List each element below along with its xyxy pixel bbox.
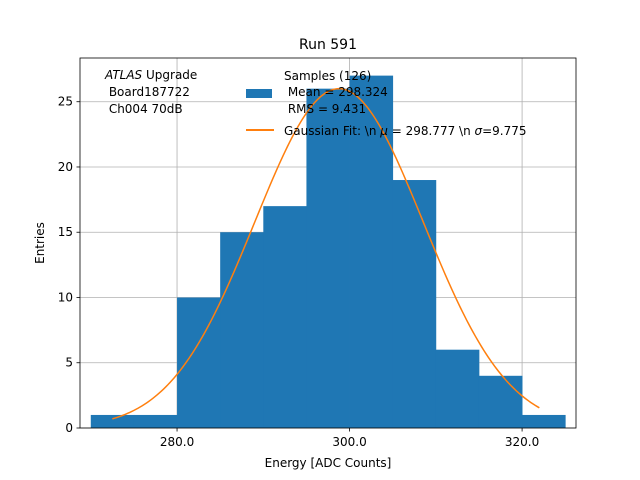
histogram-bar bbox=[90, 414, 135, 428]
legend-fit: Gaussian Fit: \n μ = 298.777 \n σ=9.775 bbox=[284, 124, 527, 138]
y-tick-label: 0 bbox=[65, 421, 73, 435]
x-tick-label: 320.0 bbox=[505, 435, 539, 449]
y-tick-label: 10 bbox=[58, 290, 73, 304]
histogram-bars bbox=[90, 75, 566, 428]
y-tick-label: 20 bbox=[58, 160, 73, 174]
legend-fit-mid: = 298.777 \n bbox=[388, 124, 475, 138]
gaussian-fit-curve bbox=[112, 87, 540, 420]
y-tick-label: 5 bbox=[65, 356, 73, 370]
legend-samples: Samples (126) bbox=[284, 69, 371, 83]
annotation-upgrade: Upgrade bbox=[142, 68, 197, 82]
annotation-line-3: Ch004 70dB bbox=[105, 102, 183, 116]
annotation-atlas: ATLAS bbox=[104, 68, 143, 82]
y-axis-ticks: 0 5 10 15 20 25 bbox=[58, 95, 80, 435]
legend-mean: Mean = 298.324 bbox=[284, 85, 388, 99]
histogram-bar bbox=[177, 297, 221, 428]
legend-fit-sigma: σ bbox=[475, 124, 483, 138]
histogram-bar bbox=[306, 88, 350, 428]
x-tick-label: 300.0 bbox=[332, 435, 366, 449]
y-axis-label: Entries bbox=[33, 222, 47, 264]
y-tick-label: 25 bbox=[58, 95, 73, 109]
axes-frame bbox=[79, 57, 577, 429]
histogram-bar bbox=[478, 375, 523, 428]
x-axis-label: Energy [ADC Counts] bbox=[265, 456, 392, 470]
legend-fit-suffix: =9.775 bbox=[482, 124, 526, 138]
histogram-bar bbox=[263, 206, 307, 428]
histogram-bar bbox=[349, 75, 394, 428]
chart-title: Run 591 bbox=[299, 37, 357, 53]
legend-rms: RMS = 9.431 bbox=[284, 102, 366, 116]
x-tick-label: 280.0 bbox=[160, 435, 194, 449]
histogram-bar bbox=[220, 232, 264, 428]
histogram-bar bbox=[133, 414, 178, 428]
legend-fit-prefix: Gaussian Fit: \n bbox=[284, 124, 380, 138]
y-tick-label: 15 bbox=[58, 225, 73, 239]
histogram-bar bbox=[392, 180, 437, 428]
x-axis-ticks: 280.0 300.0 320.0 bbox=[160, 428, 539, 449]
annotation-line-2: Board187722 bbox=[105, 85, 190, 99]
atlas-annotation: ATLAS Upgrade Board187722 Ch004 70dB bbox=[104, 68, 197, 116]
legend: Samples (126) Mean = 298.324 RMS = 9.431… bbox=[246, 69, 527, 138]
histogram-bar bbox=[522, 414, 566, 428]
legend-swatch-histogram bbox=[246, 89, 272, 98]
legend-fit-mu: μ bbox=[379, 124, 388, 138]
annotation-line-1: ATLAS Upgrade bbox=[104, 68, 197, 82]
histogram-bar bbox=[435, 349, 480, 428]
